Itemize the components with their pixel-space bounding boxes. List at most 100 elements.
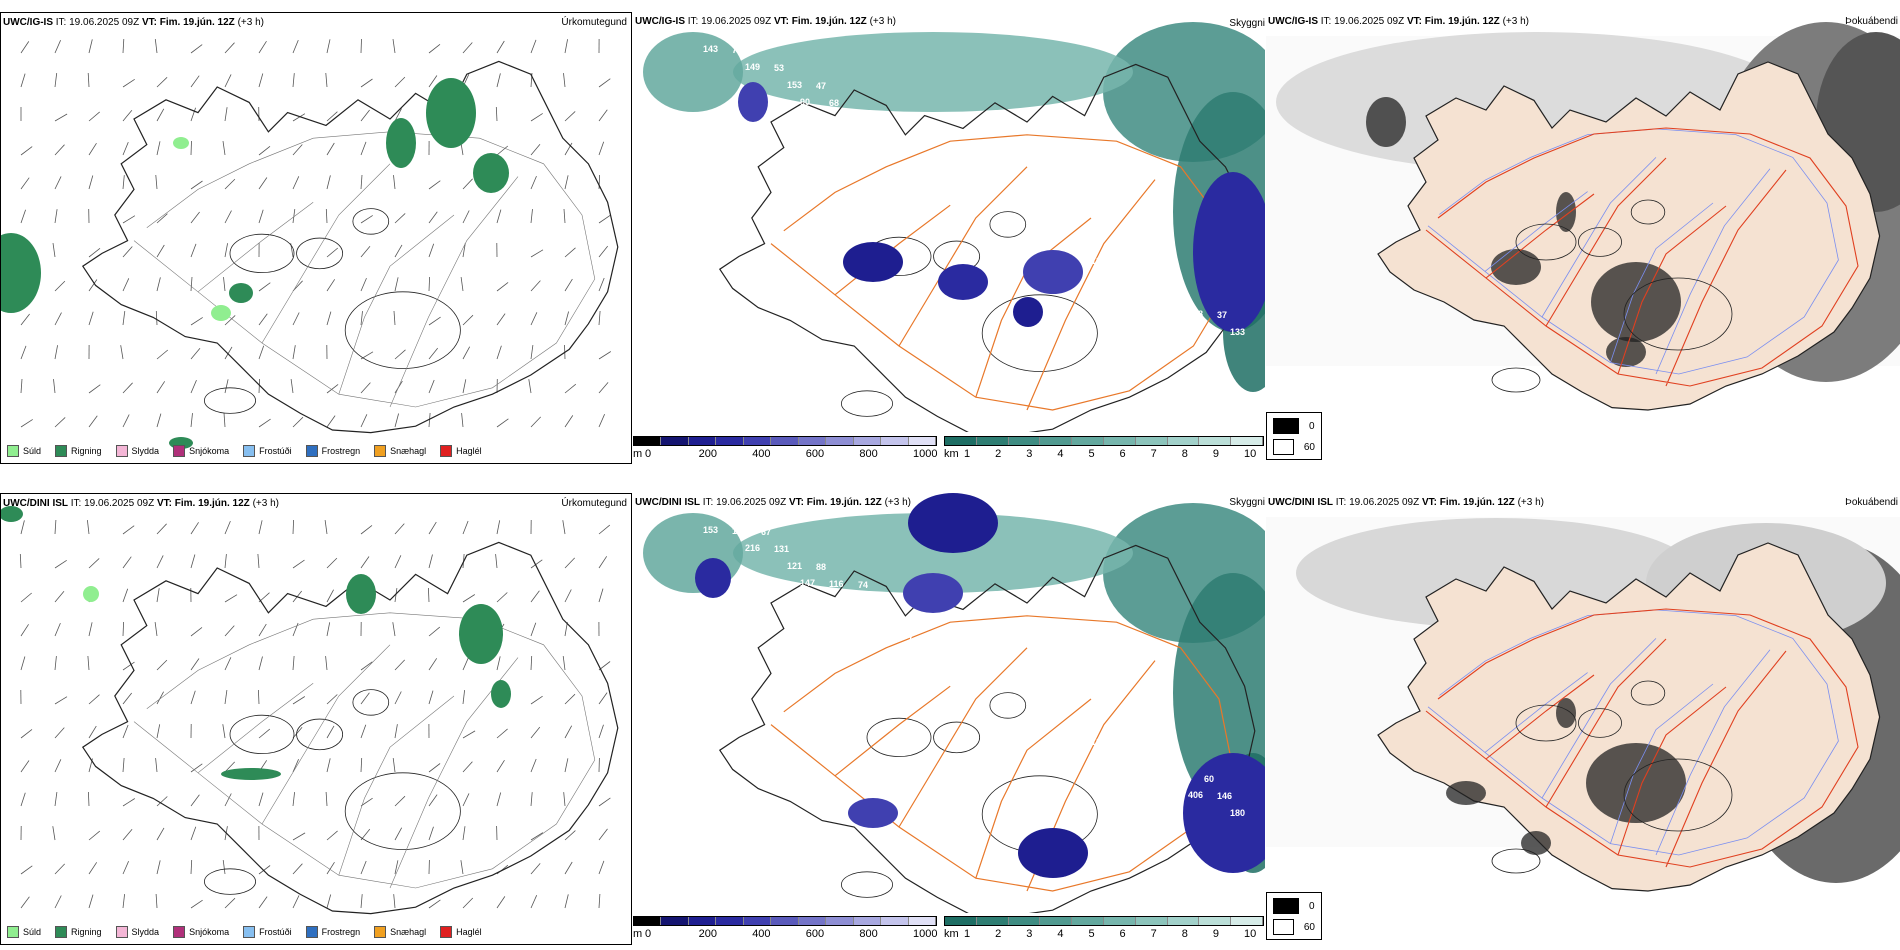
colorbar-segment xyxy=(743,437,772,445)
cloud-base-number: 248 xyxy=(1188,309,1203,319)
cloud-base-number: 216 xyxy=(745,543,760,553)
visibility-area xyxy=(733,32,1133,112)
wind-barb-icon xyxy=(122,757,125,773)
river-network xyxy=(1427,609,1839,856)
wind-barb-icon xyxy=(530,144,541,156)
colorbar-segment xyxy=(688,437,717,445)
wind-barb-icon xyxy=(326,622,331,637)
river-network xyxy=(1427,128,1839,375)
precip-area xyxy=(173,137,189,149)
cloud-base-scale-top: m 0 200 400 600 800 1000 xyxy=(633,436,943,464)
wind-barb-icon xyxy=(360,215,373,224)
fog-scale-item: 60 xyxy=(1273,919,1315,935)
wind-barb-icon xyxy=(54,559,67,569)
legend-item: Frostregn xyxy=(305,445,360,457)
wind-barb-icon xyxy=(292,144,303,156)
legend-label: Súld xyxy=(23,446,42,456)
scale-tick: 5 xyxy=(1088,448,1095,460)
precip-area xyxy=(386,118,416,168)
panel-title: UWC/DINI ISL IT: 19.06.2025 09Z VT: Fim.… xyxy=(635,497,911,508)
wind-barb-icon xyxy=(496,209,502,224)
wind-barb-icon xyxy=(54,863,65,875)
fog-swatch xyxy=(1273,418,1299,434)
cloud-base-colorbar xyxy=(633,916,937,926)
cloud-base-number: 94 xyxy=(719,328,729,338)
wind-barb-icon xyxy=(428,763,441,773)
cloud-base-number: 423 xyxy=(994,203,1009,213)
wind-barb-icon xyxy=(564,758,569,773)
wind-barb-icon xyxy=(292,416,304,428)
wind-barb-icon xyxy=(598,351,612,360)
wind-barb-icon xyxy=(530,863,541,875)
wind-barb-icon xyxy=(393,894,396,909)
wind-barb-icon xyxy=(122,525,135,535)
colorbar-segment xyxy=(688,917,717,925)
legend-label: Haglél xyxy=(456,927,482,937)
fog-swatch xyxy=(1273,919,1294,935)
wind-barb-icon xyxy=(155,893,158,909)
wind-barb-icon xyxy=(258,378,260,394)
wind-barb-icon xyxy=(52,243,56,258)
wind-barb-icon xyxy=(87,655,90,671)
cloud-base-number: 63 xyxy=(968,169,978,179)
wind-barb-icon xyxy=(598,310,601,326)
wind-barb-icon xyxy=(360,860,367,875)
wind-barb-icon xyxy=(88,111,100,122)
wind-barb-icon xyxy=(394,277,399,292)
scale-tick: 9 xyxy=(1212,448,1219,460)
colorbar-segment xyxy=(1072,437,1104,445)
wind-barb-icon xyxy=(598,109,608,122)
wind-barb-icon xyxy=(122,109,133,122)
wind-barb-icon xyxy=(258,145,271,156)
precip-area xyxy=(346,574,376,614)
panel-title: UWC/DINI ISL IT: 19.06.2025 09Z VT: Fim.… xyxy=(3,498,279,509)
scale-unit: m xyxy=(633,448,643,460)
wind-barb-icon xyxy=(360,38,362,54)
wind-barb-icon xyxy=(190,276,193,292)
wind-barb-icon xyxy=(496,345,502,360)
wind-barb-icon xyxy=(564,311,569,326)
cloud-base-number: 180 xyxy=(1230,808,1245,818)
wind-barb-icon xyxy=(224,594,238,603)
wind-barbs xyxy=(19,519,611,909)
precip-legend: Súld Rigning Slydda Snjókoma Frostúði Frostre… xyxy=(7,445,482,457)
cloud-base-colorbar xyxy=(633,436,937,446)
fog-panel-top: UWC/IG-IS IT: 19.06.2025 09Z VT: Fim. 19… xyxy=(1266,12,1900,464)
iceland-outline xyxy=(81,541,619,915)
legend-item: Frostregn xyxy=(305,926,360,938)
fog-scale-item: 0 xyxy=(1273,898,1315,914)
wind-barb-icon xyxy=(564,622,568,637)
wind-barb-icon xyxy=(88,247,101,258)
wind-barb-icon xyxy=(292,312,300,326)
wind-barb-icon xyxy=(292,519,294,535)
wind-barb-icon xyxy=(564,725,573,739)
wind-barb-icon xyxy=(530,832,544,841)
wind-barb-icon xyxy=(156,588,160,603)
wind-barb-icon xyxy=(598,214,611,224)
legend-label: Haglél xyxy=(456,446,482,456)
wind-barb-icon xyxy=(88,175,94,190)
cloud-base-area xyxy=(848,798,898,828)
fog-scale-label: 60 xyxy=(1303,441,1315,453)
wind-barb-icon xyxy=(156,108,165,122)
scale-tick: 3 xyxy=(1026,448,1033,460)
wind-barb-icon xyxy=(496,728,508,739)
colorbar-segment xyxy=(1103,437,1136,445)
wind-barb-icon xyxy=(52,826,56,841)
wind-barb-icon xyxy=(190,627,203,637)
wind-barb-icon xyxy=(224,346,233,360)
wind-barb-icon xyxy=(326,861,335,875)
wind-barb-icon xyxy=(462,793,470,807)
legend-swatch xyxy=(440,445,453,457)
wind-barb-icon xyxy=(54,792,58,807)
cloud-base-area xyxy=(1013,297,1043,327)
legend-label: Slydda xyxy=(131,927,160,937)
cloud-base-number: 71 xyxy=(1120,257,1130,267)
colorbar-segment xyxy=(1008,917,1041,925)
cloud-base-area xyxy=(695,558,731,598)
wind-barb-icon xyxy=(19,553,22,569)
wind-barb-icon xyxy=(325,72,328,88)
scale-tick: 1000 xyxy=(913,928,938,940)
precip-area xyxy=(221,768,281,780)
cloud-base-areas xyxy=(738,82,1265,332)
